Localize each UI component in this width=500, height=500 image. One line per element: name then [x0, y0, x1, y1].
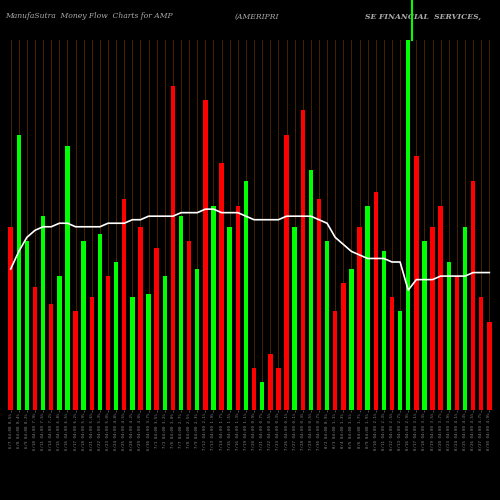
- Bar: [252, 368, 256, 410]
- Bar: [203, 100, 207, 410]
- Bar: [454, 276, 459, 410]
- Bar: [122, 198, 126, 410]
- Bar: [236, 206, 240, 410]
- Bar: [244, 181, 248, 410]
- Bar: [479, 297, 484, 410]
- Bar: [33, 286, 37, 410]
- Bar: [292, 227, 297, 410]
- Bar: [438, 206, 443, 410]
- Bar: [366, 206, 370, 410]
- Bar: [422, 241, 426, 410]
- Bar: [487, 322, 492, 410]
- Bar: [300, 110, 305, 410]
- Bar: [268, 354, 272, 410]
- Bar: [463, 227, 467, 410]
- Bar: [106, 276, 110, 410]
- Bar: [446, 262, 451, 410]
- Bar: [49, 304, 54, 410]
- Bar: [398, 312, 402, 410]
- Bar: [471, 181, 476, 410]
- Bar: [138, 227, 142, 410]
- Bar: [358, 227, 362, 410]
- Bar: [374, 192, 378, 410]
- Bar: [65, 146, 70, 410]
- Bar: [8, 227, 13, 410]
- Text: SE FINANCIAL  SERVICES,: SE FINANCIAL SERVICES,: [365, 12, 481, 20]
- Bar: [98, 234, 102, 410]
- Bar: [382, 252, 386, 410]
- Bar: [349, 269, 354, 410]
- Bar: [130, 297, 134, 410]
- Bar: [57, 276, 62, 410]
- Bar: [195, 269, 200, 410]
- Bar: [187, 241, 192, 410]
- Bar: [284, 135, 288, 410]
- Bar: [146, 294, 151, 410]
- Bar: [162, 276, 167, 410]
- Bar: [341, 283, 345, 410]
- Bar: [179, 216, 184, 410]
- Bar: [390, 297, 394, 410]
- Bar: [308, 170, 313, 410]
- Text: ManufaSutra  Money Flow  Charts for AMP: ManufaSutra Money Flow Charts for AMP: [5, 12, 172, 20]
- Bar: [430, 227, 435, 410]
- Bar: [276, 368, 280, 410]
- Bar: [82, 241, 86, 410]
- Bar: [16, 135, 21, 410]
- Bar: [333, 312, 338, 410]
- Bar: [220, 164, 224, 410]
- Bar: [74, 312, 78, 410]
- Bar: [24, 241, 29, 410]
- Bar: [414, 156, 418, 410]
- Text: (AMERIPRI: (AMERIPRI: [235, 12, 280, 20]
- Bar: [325, 241, 330, 410]
- Bar: [406, 5, 410, 410]
- Bar: [260, 382, 264, 410]
- Bar: [316, 198, 321, 410]
- Bar: [212, 206, 216, 410]
- Bar: [90, 297, 94, 410]
- Bar: [114, 262, 118, 410]
- Bar: [170, 86, 175, 410]
- Bar: [41, 216, 46, 410]
- Bar: [228, 227, 232, 410]
- Bar: [154, 248, 159, 410]
